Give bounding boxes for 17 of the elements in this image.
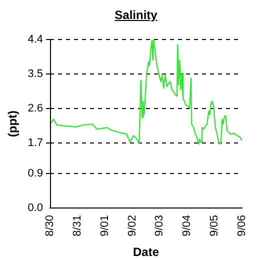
x-tick-label: 9/03	[154, 215, 166, 236]
y-tick-label: 4.4	[28, 34, 43, 46]
x-tick-label: 9/05	[208, 215, 221, 236]
y-axis-title: (ppt)	[6, 110, 20, 138]
x-tick-label: 9/06	[236, 215, 248, 236]
y-tick-label: 0.0	[28, 202, 43, 214]
x-tick-label: 8/30	[44, 215, 56, 236]
x-tick-label: 8/31	[71, 215, 84, 236]
y-tick-label: 0.9	[28, 168, 43, 180]
y-tick-label: 1.7	[28, 136, 43, 149]
x-tick-label: 9/02	[126, 215, 138, 236]
chart-title: Salinity	[114, 8, 158, 22]
x-tick-label: 9/01	[98, 215, 111, 236]
y-tick-label: 2.6	[28, 102, 43, 115]
x-axis-title: Date	[132, 245, 160, 260]
x-tick-label: 9/04	[181, 215, 194, 236]
y-tick-label: 3.5	[28, 68, 43, 80]
